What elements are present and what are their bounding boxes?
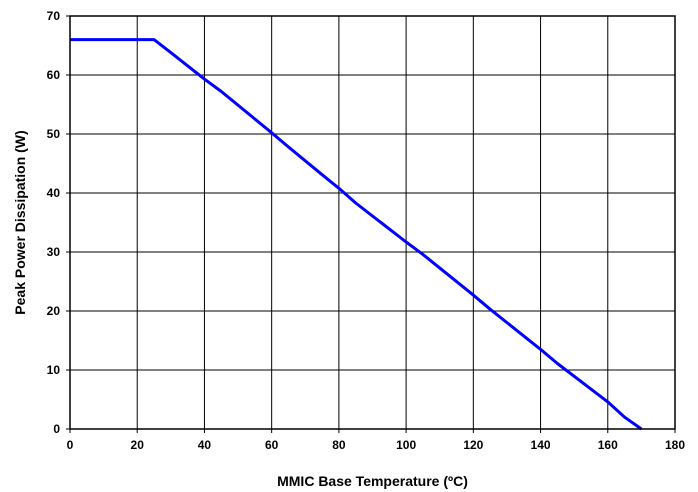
x-tick-label: 80 (332, 438, 346, 452)
x-tick-label: 140 (531, 438, 551, 452)
vertical-gridlines (136, 16, 609, 429)
y-tick-label: 70 (47, 9, 61, 23)
x-tick-label: 40 (198, 438, 212, 452)
y-tick-labels: 0 10 20 30 40 50 60 70 (47, 9, 61, 436)
plot-area (70, 16, 675, 429)
y-tick-label: 40 (47, 186, 61, 200)
y-tick-label: 10 (47, 363, 61, 377)
x-tick-label: 120 (463, 438, 483, 452)
x-tick-label: 100 (396, 438, 416, 452)
x-tick-label: 160 (598, 438, 618, 452)
x-tick-labels: 0 20 40 60 80 100 120 140 160 180 (67, 438, 686, 452)
x-tick-label: 60 (265, 438, 279, 452)
y-tick-label: 30 (47, 245, 61, 259)
x-tick-label: 0 (67, 438, 74, 452)
horizontal-gridlines (70, 74, 675, 371)
y-tick-label: 60 (47, 68, 61, 82)
y-axis-title: Peak Power Dissipation (W) (12, 130, 28, 314)
x-tick-label: 20 (131, 438, 145, 452)
x-tick-label: 180 (665, 438, 685, 452)
y-tick-label: 20 (47, 304, 61, 318)
x-axis-title: MMIC Base Temperature (ºC) (277, 473, 468, 489)
y-tick-label: 50 (47, 127, 61, 141)
series-line (70, 38, 643, 431)
y-tick-label: 0 (53, 422, 60, 436)
plot-frame (69, 15, 676, 430)
